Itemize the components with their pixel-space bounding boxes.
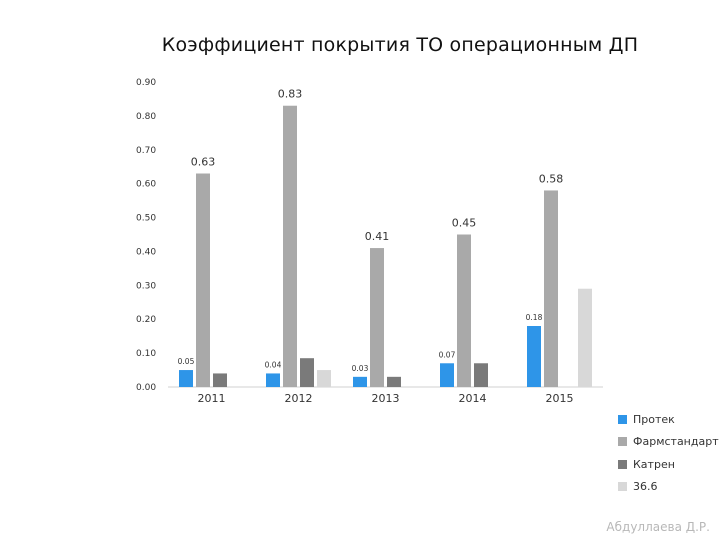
legend-swatch xyxy=(618,437,627,447)
bar xyxy=(179,370,193,387)
legend-item-36-6: 36.6 xyxy=(618,476,719,499)
bar xyxy=(387,376,401,387)
bar xyxy=(283,105,297,387)
y-tick-label: 0.90 xyxy=(136,78,156,88)
x-tick-label: 2014 xyxy=(459,392,487,405)
bar xyxy=(300,358,314,387)
y-tick-label: 0.40 xyxy=(136,247,156,257)
data-label: 0.83 xyxy=(278,88,303,101)
data-label: 0.45 xyxy=(452,217,477,230)
bar xyxy=(578,288,592,387)
bar xyxy=(527,326,541,387)
y-tick-label: 0.60 xyxy=(136,180,156,190)
y-tick-label: 0.10 xyxy=(136,349,156,359)
chart-title: Коэффициент покрытия ТО операционным ДП xyxy=(161,34,639,56)
data-label: 0.07 xyxy=(439,350,456,359)
legend-item-katren: Катрен xyxy=(618,453,719,476)
bar xyxy=(474,363,488,387)
bar xyxy=(196,173,210,387)
bar xyxy=(457,234,471,387)
data-label: 0.05 xyxy=(178,357,195,366)
chart-legend: Протек Фармстандарт Катрен 36.6 xyxy=(618,408,719,498)
x-tick-label: 2011 xyxy=(198,392,226,405)
bar xyxy=(370,248,384,387)
y-tick-label: 0.50 xyxy=(136,214,156,224)
data-label: 0.41 xyxy=(365,230,390,243)
legend-label: Катрен xyxy=(633,457,675,471)
y-tick-label: 0.70 xyxy=(136,146,156,156)
legend-label: Протек xyxy=(633,412,675,426)
y-tick-label: 0.20 xyxy=(136,315,156,325)
bar xyxy=(266,373,280,387)
bar xyxy=(353,376,367,387)
y-tick-label: 0.00 xyxy=(136,383,156,393)
legend-label: Фармстандарт xyxy=(633,435,719,449)
legend-item-protek: Протек xyxy=(618,408,719,431)
x-tick-label: 2015 xyxy=(546,392,574,405)
author-caption: Абдуллаева Д.Р. xyxy=(606,520,710,534)
data-label: 0.03 xyxy=(352,364,369,373)
y-tick-label: 0.80 xyxy=(136,112,156,122)
x-tick-label: 2013 xyxy=(372,392,400,405)
legend-item-pharmstandard: Фармстандарт xyxy=(618,431,719,454)
y-tick-label: 0.30 xyxy=(136,281,156,291)
bar xyxy=(440,363,454,387)
x-tick-label: 2012 xyxy=(285,392,313,405)
legend-swatch xyxy=(618,482,627,492)
data-label: 0.58 xyxy=(539,172,564,185)
bar xyxy=(317,370,331,387)
bar xyxy=(544,190,558,387)
legend-swatch xyxy=(618,414,627,424)
data-label: 0.04 xyxy=(265,360,282,369)
legend-swatch xyxy=(618,459,627,469)
legend-label: 36.6 xyxy=(633,480,658,494)
data-label: 0.18 xyxy=(526,313,543,322)
bar xyxy=(213,373,227,387)
data-label: 0.63 xyxy=(191,156,216,169)
